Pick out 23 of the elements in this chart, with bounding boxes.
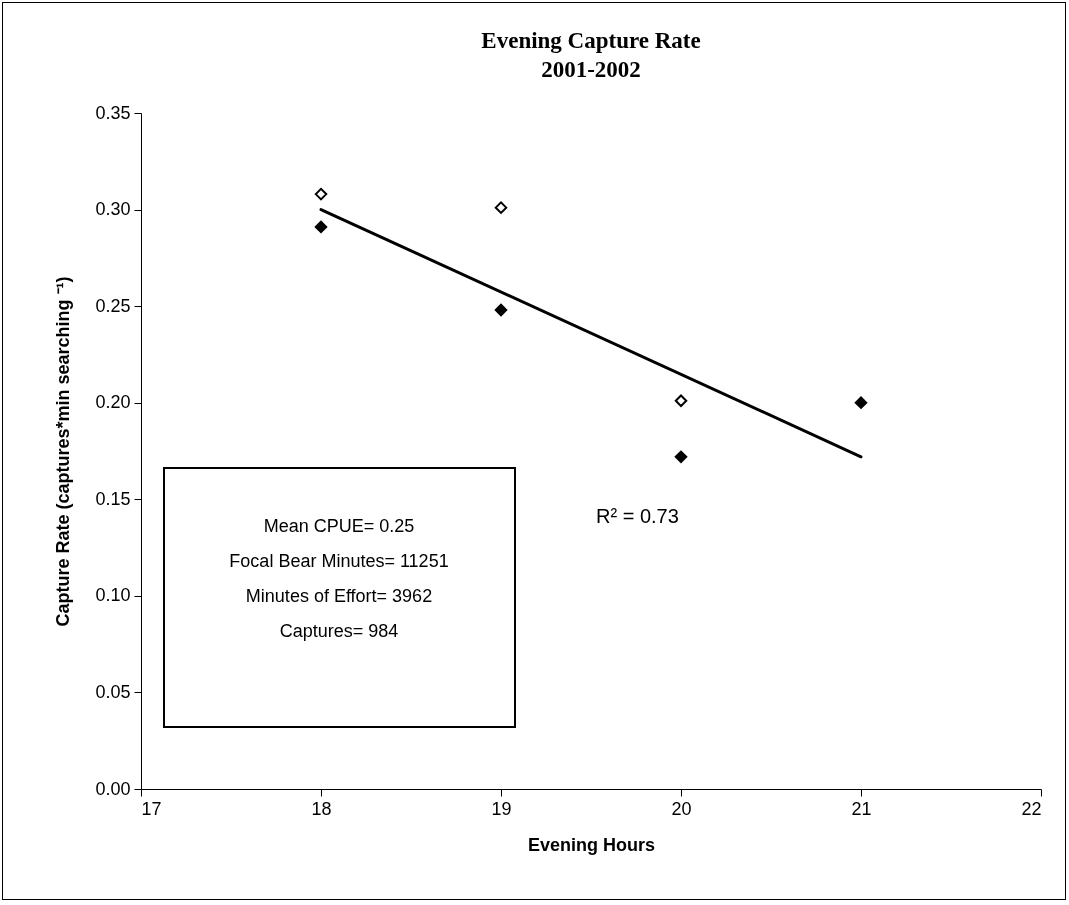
x-tick-label: 21 — [851, 798, 872, 819]
y-tick-label: 0.00 — [95, 778, 131, 799]
x-tick-label: 20 — [671, 798, 692, 819]
x-tick-label: 19 — [491, 798, 512, 819]
x-tick-label: 18 — [311, 798, 332, 819]
y-tick-label: 0.10 — [95, 585, 131, 606]
x-axis-title: Evening Hours — [527, 834, 656, 855]
annotation: Focal Bear Minutes= 11251 — [229, 551, 449, 571]
y-tick-label: 0.20 — [95, 392, 131, 413]
annotation: Minutes of Effort= 3962 — [245, 586, 433, 606]
y-tick-label: 0.30 — [95, 199, 131, 220]
y-tick-label: 0.15 — [95, 488, 131, 509]
y-tick-label: 0.35 — [95, 102, 131, 123]
annotation: Captures= 984 — [279, 621, 399, 641]
y-tick-label: 0.25 — [95, 295, 131, 316]
chart-title: Evening Capture Rate — [481, 28, 701, 53]
y-axis-title: Capture Rate (captures*min searching ⁻¹) — [53, 276, 74, 627]
chart-subtitle: 2001-2002 — [541, 57, 641, 82]
y-tick-label: 0.05 — [95, 681, 131, 702]
annotation: R² = 0.73 — [596, 505, 679, 527]
annotation: Mean CPUE= 0.25 — [263, 516, 415, 536]
x-tick-label: 17 — [141, 798, 162, 819]
x-tick-label: 22 — [1021, 798, 1042, 819]
